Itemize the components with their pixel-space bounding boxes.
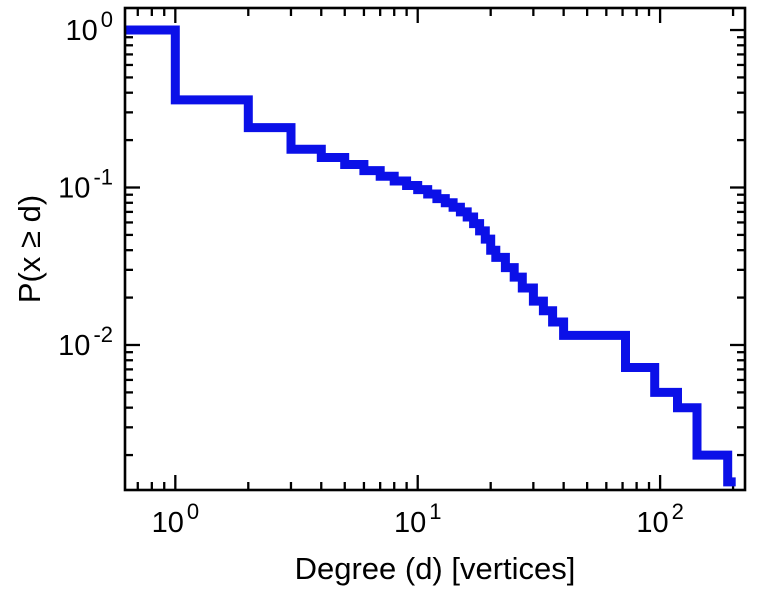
tick-label: 10 1 bbox=[394, 499, 442, 539]
tick-label: 10 -2 bbox=[58, 322, 113, 362]
tick-marks bbox=[125, 8, 745, 490]
tick-label: 10 2 bbox=[636, 499, 684, 539]
tick-labels: 10 0 10 1 10 2 10 0 10 -1 10 -2 bbox=[58, 7, 684, 539]
ccdf-step-line bbox=[125, 25, 736, 487]
tick-label: 10 -1 bbox=[58, 165, 113, 205]
plot-frame bbox=[123, 6, 747, 492]
tick-label: 10 0 bbox=[152, 499, 200, 539]
tick-label: 10 0 bbox=[65, 7, 113, 47]
x-axis-label: Degree (d) [vertices] bbox=[294, 551, 576, 586]
y-axis-label: P(x ≥ d) bbox=[12, 194, 47, 304]
